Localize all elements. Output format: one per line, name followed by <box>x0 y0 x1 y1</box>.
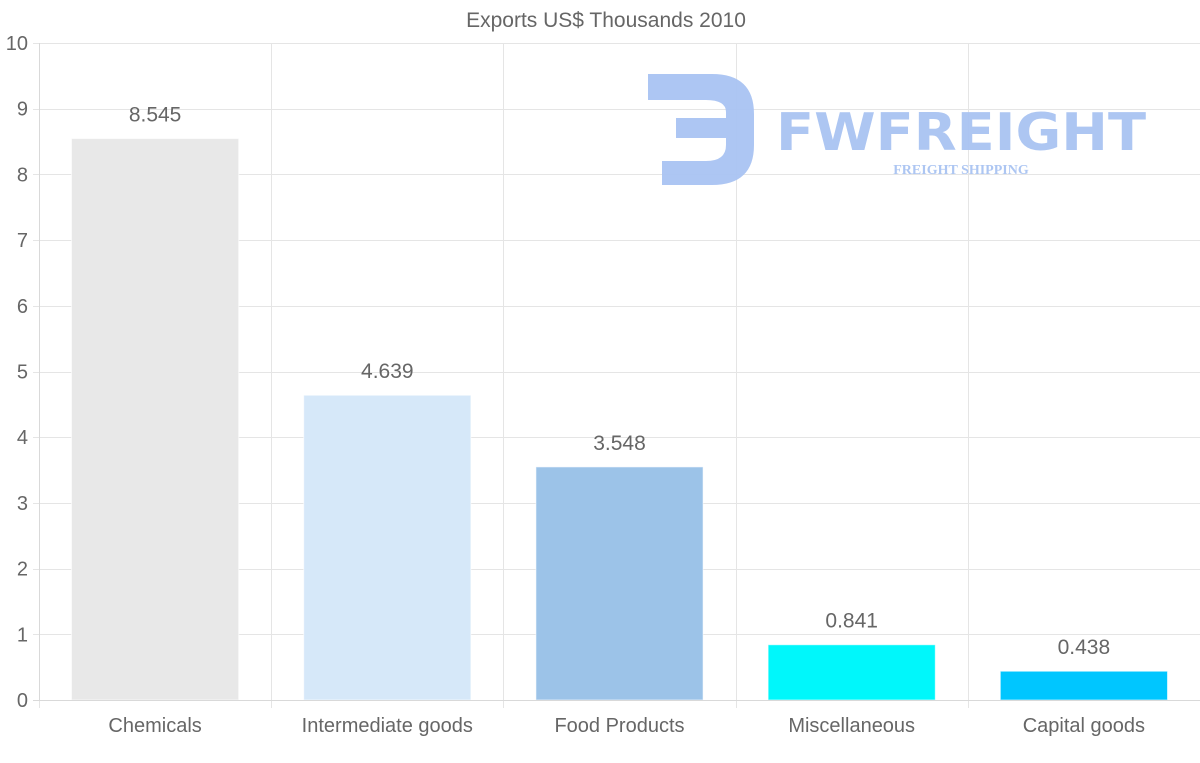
y-tick-label: 4 <box>17 427 28 449</box>
x-tick-label: Capital goods <box>1023 715 1145 737</box>
x-tick-label: Food Products <box>554 715 684 737</box>
y-tick-label: 5 <box>17 362 28 384</box>
bar-value-label: 8.545 <box>129 104 182 127</box>
y-tick-label: 0 <box>17 690 28 712</box>
x-tick-label: Intermediate goods <box>302 715 473 737</box>
bar-intermediate-goods[interactable] <box>303 394 472 701</box>
fwfreight-watermark-logo: FWFREIGHT FREIGHT SHIPPING <box>648 74 1147 185</box>
bars-layer <box>71 138 1168 701</box>
watermark-tagline-text: FREIGHT SHIPPING <box>893 163 1029 178</box>
bar-value-label: 3.548 <box>593 432 646 455</box>
bar-capital-goods[interactable] <box>999 670 1168 701</box>
bar-chemicals[interactable] <box>71 138 240 701</box>
y-tick-label: 3 <box>17 493 28 515</box>
watermark-logo-mark <box>648 74 754 185</box>
y-tick-label: 10 <box>6 33 28 55</box>
x-tick-label: Chemicals <box>108 715 201 737</box>
x-tick-label: Miscellaneous <box>788 715 915 737</box>
y-tick-label: 1 <box>17 624 28 646</box>
chart-title: Exports US$ Thousands 2010 <box>466 9 746 32</box>
y-tick-label: 6 <box>17 296 28 318</box>
axis-layer: 0 1 2 3 4 5 6 7 8 9 10 <box>6 33 1200 712</box>
bar-value-label: 0.841 <box>825 610 878 633</box>
bar-food-products[interactable] <box>535 466 704 701</box>
bar-miscellaneous[interactable] <box>767 644 936 701</box>
labels-layer: 8.545 Chemicals 4.639 Intermediate goods 3.5… <box>108 104 1145 737</box>
y-tick-label: 9 <box>17 99 28 121</box>
y-tick-label: 8 <box>17 164 28 186</box>
watermark-brand-text: FWFREIGHT <box>776 103 1147 163</box>
y-tick-label: 2 <box>17 559 28 581</box>
bar-value-label: 0.438 <box>1058 636 1111 659</box>
y-tick-label: 7 <box>17 230 28 252</box>
bar-value-label: 4.639 <box>361 360 414 383</box>
